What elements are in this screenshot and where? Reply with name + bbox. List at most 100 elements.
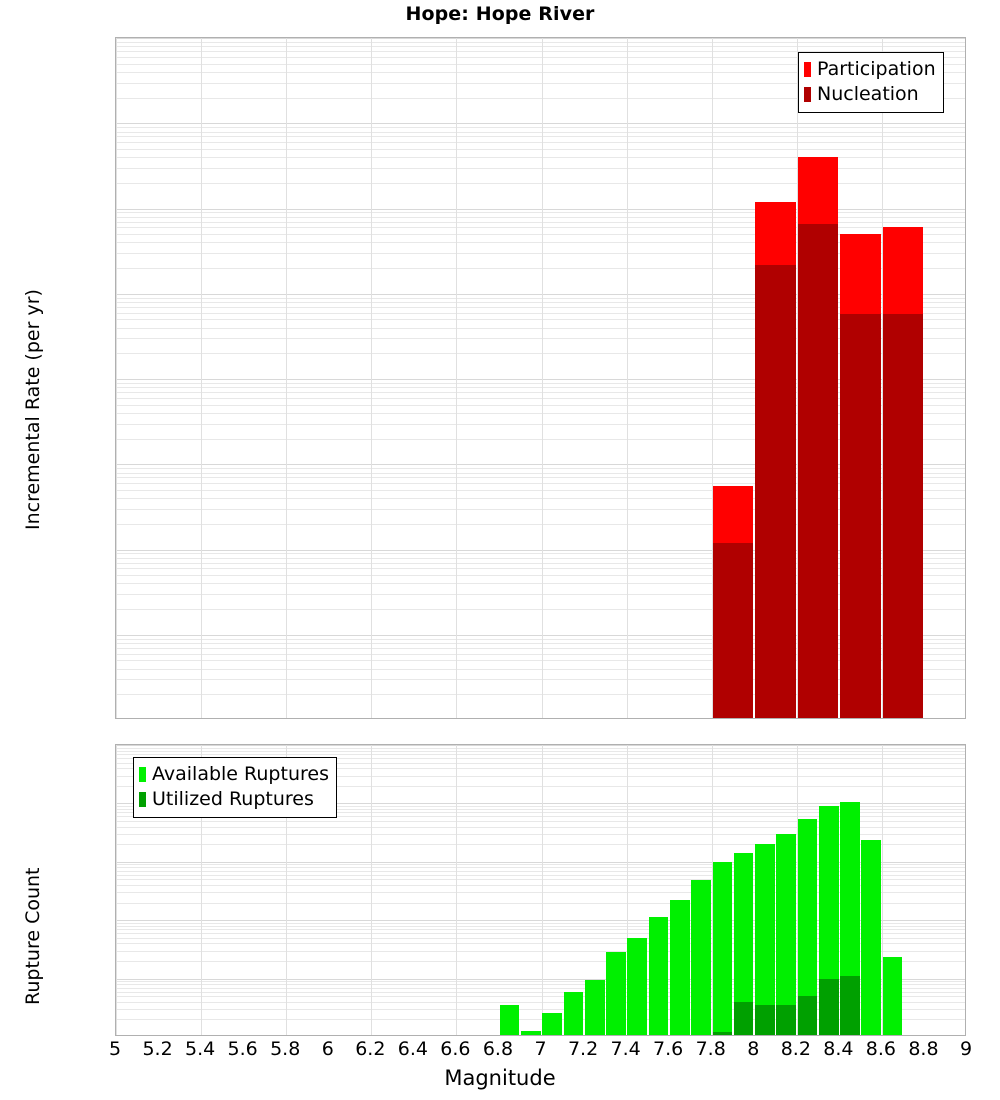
top-bar <box>840 38 881 718</box>
bottom-y-axis-label: Rupture Count <box>22 867 44 1006</box>
x-tick-label: 9 <box>959 1038 973 1060</box>
bottom-bar <box>840 745 860 1035</box>
x-tick-label: 6.2 <box>355 1038 386 1060</box>
bottom-bar <box>691 745 711 1035</box>
nucleation-segment <box>712 542 754 718</box>
bottom-bar <box>712 745 733 1035</box>
utilized-ruptures-color-swatch <box>139 792 146 807</box>
x-tick-label: 6.8 <box>482 1038 514 1060</box>
bottom-bar <box>776 745 796 1035</box>
x-tick-label: 7.4 <box>610 1038 641 1060</box>
available-ruptures-segment <box>755 844 775 1035</box>
x-tick-label: 5.6 <box>227 1038 258 1060</box>
top-plot-area <box>115 37 966 719</box>
utilized-ruptures-segment <box>755 1005 775 1035</box>
top-legend: Participation Nucleation <box>798 52 944 113</box>
utilized-ruptures-segment <box>840 976 860 1035</box>
x-axis-tick-labels: 5 5.2 5.4 5.6 5.8 6 6.2 6.4 6.6 6.8 7 7.2 7.4 7.6 7.8 8… <box>0 1038 1000 1064</box>
bottom-bar <box>584 745 605 1035</box>
top-bar <box>882 38 924 718</box>
available-ruptures-segment <box>691 879 711 1035</box>
x-tick-label: 5.4 <box>184 1038 216 1060</box>
top-bar <box>755 38 796 718</box>
available-ruptures-segment <box>542 1012 562 1035</box>
x-tick-label: 8.2 <box>780 1038 811 1060</box>
utilized-ruptures-segment <box>797 996 818 1035</box>
bottom-bar <box>521 745 541 1035</box>
bottom-bars <box>116 745 965 1035</box>
x-tick-label: 8.4 <box>823 1038 854 1060</box>
bottom-bar <box>606 745 626 1035</box>
utilized-ruptures-segment <box>776 1005 796 1035</box>
x-tick-label: 6.6 <box>440 1038 471 1060</box>
available-ruptures-segment <box>648 916 669 1035</box>
bottom-bar <box>669 745 690 1035</box>
legend-label-available-ruptures: Available Ruptures <box>152 763 329 785</box>
page-title: Hope: Hope River <box>405 3 595 25</box>
nucleation-segment <box>797 224 839 718</box>
x-tick-label: 5.8 <box>270 1038 301 1060</box>
available-ruptures-segment <box>584 979 605 1035</box>
available-ruptures-color-swatch <box>139 767 146 782</box>
bottom-bar <box>882 745 903 1035</box>
available-ruptures-segment <box>563 991 584 1035</box>
legend-label-participation: Participation <box>817 58 936 80</box>
available-ruptures-segment <box>627 937 648 1035</box>
legend-item-participation: Participation <box>804 57 936 82</box>
bottom-bar <box>818 745 839 1035</box>
x-tick-label: 5.2 <box>142 1038 173 1060</box>
x-tick-label: 8.8 <box>908 1038 939 1060</box>
top-gridlines <box>116 38 965 718</box>
bottom-plot-area <box>115 744 966 1036</box>
utilized-ruptures-segment <box>818 978 839 1035</box>
x-tick-label: 8 <box>747 1038 760 1060</box>
bottom-bar <box>733 745 754 1035</box>
bottom-bar <box>499 745 520 1035</box>
top-bar <box>712 38 754 718</box>
top-bars <box>116 38 965 718</box>
x-tick-label: 7.8 <box>695 1038 726 1060</box>
available-ruptures-segment <box>499 1005 520 1035</box>
available-ruptures-segment <box>521 1031 541 1035</box>
bottom-gridlines <box>116 745 965 1035</box>
legend-item-nucleation: Nucleation <box>804 82 936 107</box>
bottom-legend: Available Ruptures Utilized Ruptures <box>133 757 337 818</box>
top-bar <box>797 38 839 718</box>
bottom-bar <box>627 745 648 1035</box>
nucleation-color-swatch <box>804 87 811 102</box>
legend-label-utilized-ruptures: Utilized Ruptures <box>152 788 314 810</box>
available-ruptures-segment <box>882 957 903 1035</box>
nucleation-segment <box>882 313 924 718</box>
x-tick-label: 7 <box>534 1038 547 1060</box>
x-tick-label: 6 <box>321 1038 334 1060</box>
legend-item-available-ruptures: Available Ruptures <box>139 762 329 787</box>
available-ruptures-segment <box>861 839 882 1035</box>
nucleation-segment <box>840 313 881 718</box>
nucleation-segment <box>755 264 796 718</box>
legend-item-utilized-ruptures: Utilized Ruptures <box>139 787 329 812</box>
available-ruptures-segment <box>818 806 839 1035</box>
participation-color-swatch <box>804 62 811 77</box>
available-ruptures-segment <box>606 951 626 1035</box>
available-ruptures-segment <box>797 818 818 1035</box>
available-ruptures-segment <box>669 900 690 1035</box>
bottom-bar <box>542 745 562 1035</box>
utilized-ruptures-segment <box>712 1032 733 1035</box>
bottom-bar <box>648 745 669 1035</box>
legend-label-nucleation: Nucleation <box>817 83 919 105</box>
bottom-bar <box>861 745 882 1035</box>
bottom-y-tick-labels: 105104103102101100 <box>0 0 110 1100</box>
x-tick-label: 6.4 <box>397 1038 428 1060</box>
bottom-bar <box>563 745 584 1035</box>
available-ruptures-segment <box>712 861 733 1035</box>
x-tick-label: 5 <box>108 1038 122 1060</box>
available-ruptures-segment <box>733 853 754 1035</box>
bottom-bar <box>755 745 775 1035</box>
x-tick-label: 7.6 <box>653 1038 684 1060</box>
bottom-bar <box>797 745 818 1035</box>
x-tick-label: 7.2 <box>567 1038 599 1060</box>
x-tick-label: 8.6 <box>865 1038 896 1060</box>
x-axis-label: Magnitude <box>444 1066 556 1090</box>
available-ruptures-segment <box>776 833 796 1035</box>
